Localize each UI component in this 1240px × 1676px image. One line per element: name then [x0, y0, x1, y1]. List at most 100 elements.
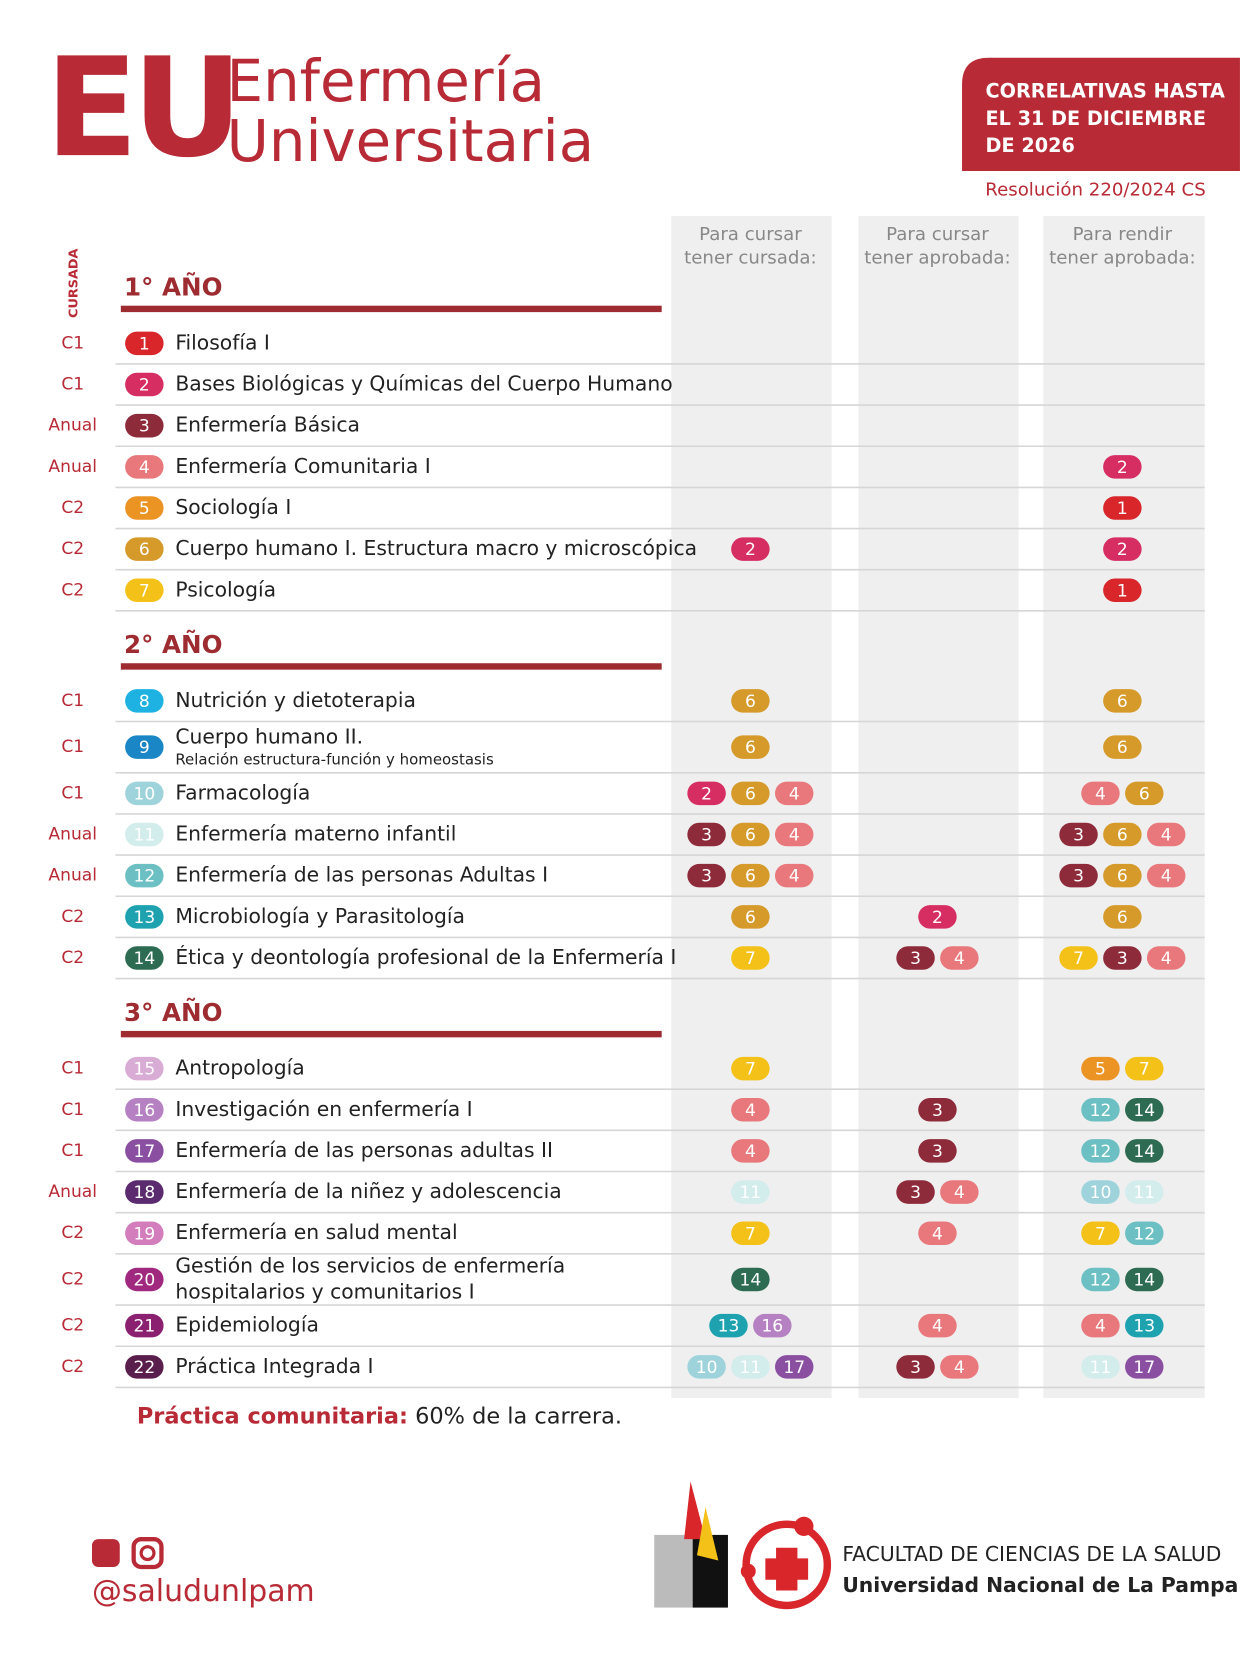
number-badge: [731, 822, 770, 847]
number-text: 14: [1133, 1142, 1155, 1162]
number-text: 12: [1133, 1224, 1155, 1244]
number-text: 4: [1161, 867, 1172, 887]
number-badge: [125, 372, 164, 397]
number-badge: [125, 1056, 164, 1081]
number-text: 3: [910, 1358, 921, 1378]
number-text: 6: [1117, 738, 1128, 758]
column-header: tener cursada:: [684, 248, 817, 269]
subject-name: Psicología: [175, 577, 276, 601]
number-badge: [731, 689, 770, 713]
subject-name: Gestión de los servicios de enfermería: [175, 1254, 565, 1278]
number-text: 3: [1073, 826, 1084, 846]
number-text: 3: [932, 1142, 943, 1162]
number-badge: [731, 735, 770, 759]
number-badge: [125, 1139, 164, 1163]
number-badge: [125, 689, 164, 713]
badge: [962, 57, 1240, 172]
number-badge: [125, 781, 164, 806]
number-badge: [125, 331, 164, 356]
number-badge: [125, 1221, 164, 1245]
content: Para cursar tener cursada: Para cursar tene…: [48, 224, 1205, 1429]
number-badge: [774, 822, 814, 847]
number-badge: [1103, 496, 1142, 520]
title-line: Enfermería: [227, 47, 545, 115]
subject-name: Enfermería de las personas adultas II: [175, 1138, 553, 1162]
year-underline: [120, 305, 662, 313]
number-badge: [1125, 1180, 1164, 1204]
number-text: 14: [1133, 1101, 1155, 1121]
cursada: Anual: [48, 825, 97, 845]
subject-name: Ética y deontología profesional de la En…: [175, 944, 676, 969]
number-text: 4: [1095, 784, 1106, 804]
number-badge: [125, 413, 164, 438]
number-text: 16: [761, 1317, 783, 1337]
number-badge: [1103, 735, 1142, 759]
column-header: tener aprobada:: [1049, 248, 1195, 269]
year-underline: [120, 663, 662, 670]
number-text: 4: [789, 784, 800, 804]
number-badge: [125, 1267, 164, 1292]
number-text: 1: [1117, 581, 1128, 601]
note: Práctica comunitaria: 60% de la carrera.: [137, 1403, 622, 1429]
number-text: 18: [133, 1183, 155, 1203]
number-text: 17: [783, 1358, 805, 1378]
number-badge: [1125, 1098, 1164, 1122]
number-text: 3: [139, 417, 150, 437]
number-text: 19: [133, 1224, 155, 1244]
number-text: 11: [740, 1183, 762, 1203]
number-badge: [1081, 1180, 1120, 1204]
number-badge: [1125, 1139, 1164, 1163]
number-text: 1: [1117, 499, 1128, 519]
instagram-icon: [139, 1545, 156, 1562]
number-text: 2: [1117, 540, 1128, 560]
number-badge: [1125, 781, 1164, 806]
number-text: 17: [1133, 1358, 1155, 1378]
number-badge: [125, 1313, 164, 1338]
number-text: 10: [1090, 1183, 1112, 1203]
number-text: 13: [133, 908, 155, 928]
number-text: 4: [789, 826, 800, 846]
subject-name: Bases Biológicas y Químicas del Cuerpo H…: [175, 372, 672, 396]
logo-dot: [794, 1516, 814, 1536]
number-badge: [1081, 781, 1120, 806]
cursada: C2: [61, 1316, 84, 1336]
number-badge: [731, 1098, 770, 1122]
column-bg: [858, 215, 1019, 1399]
cursada: C2: [61, 1223, 84, 1243]
number-text: 2: [701, 784, 712, 804]
number-text: 16: [133, 1101, 155, 1121]
number-badge: [125, 735, 164, 759]
number-badge: [1059, 946, 1098, 970]
number-badge: [896, 1180, 935, 1204]
subject-name: Cuerpo humano II.: [175, 725, 363, 749]
number-badge: [1103, 863, 1142, 888]
number-text: 7: [1073, 949, 1084, 969]
number-text: 14: [1133, 1271, 1155, 1291]
number-text: 6: [1117, 908, 1128, 928]
subject-name: Enfermería materno infantil: [175, 822, 456, 846]
number-badge: [918, 1139, 957, 1163]
number-badge: [687, 863, 726, 888]
number-text: 6: [1117, 867, 1128, 887]
number-badge: [1146, 946, 1186, 970]
number-text: 1: [139, 334, 150, 354]
number-badge: [774, 1355, 814, 1379]
subject-name: Antropología: [175, 1056, 304, 1080]
number-text: 2: [932, 908, 943, 928]
number-text: 3: [701, 826, 712, 846]
number-badge: [1146, 822, 1186, 847]
number-badge: [918, 1098, 957, 1122]
number-text: 3: [701, 867, 712, 887]
subject-name: Enfermería Comunitaria I: [175, 454, 430, 478]
number-badge: [125, 578, 164, 603]
number-badge: [125, 1180, 164, 1204]
column-header: Para rendir: [1073, 224, 1173, 245]
number-text: 13: [1133, 1317, 1155, 1337]
number-text: 4: [932, 1224, 943, 1244]
logo-dot: [740, 1563, 756, 1579]
number-badge: [731, 1267, 770, 1292]
logo-cross: [765, 1547, 809, 1591]
subject-name: hospitalarios y comunitarios I: [175, 1279, 474, 1303]
number-text: 4: [954, 1183, 965, 1203]
